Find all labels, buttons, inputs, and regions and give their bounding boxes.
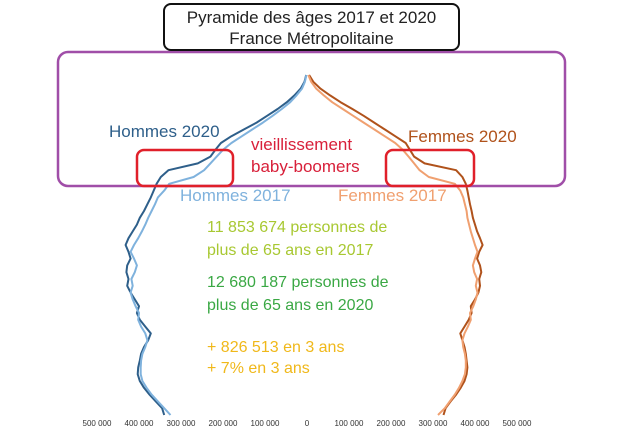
aging-label-line-2: baby-boomers bbox=[251, 157, 360, 176]
stat-2020-line-2: plus de 65 ans en 2020 bbox=[207, 297, 374, 314]
title-line-1: Pyramide des âges 2017 et 2020 bbox=[186, 8, 437, 27]
x-tick-label: 100 000 bbox=[335, 419, 364, 428]
delta-line-2: + 7% en 3 ans bbox=[207, 360, 310, 377]
babyboom-box-femmes bbox=[384, 148, 476, 188]
x-tick-label: 400 000 bbox=[461, 419, 490, 428]
stat-2017-line-1: 11 853 674 personnes de bbox=[207, 219, 388, 236]
x-tick-label: 300 000 bbox=[167, 419, 196, 428]
legend-hommes-2017: Hommes 2017 bbox=[180, 186, 291, 205]
legend-femmes-2017: Femmes 2017 bbox=[338, 186, 447, 205]
legend-hommes-2020: Hommes 2020 bbox=[109, 122, 220, 141]
x-tick-label: 200 000 bbox=[377, 419, 406, 428]
title-line-2: France Métropolitaine bbox=[229, 29, 394, 48]
babyboom-box-hommes bbox=[135, 148, 235, 188]
x-tick-label: 100 000 bbox=[251, 419, 280, 428]
series-line-hommes-2020 bbox=[124, 74, 308, 416]
series-line-femmes-2017 bbox=[307, 74, 479, 416]
aging-label-line-1: vieillissement bbox=[251, 135, 353, 154]
x-tick-label: 500 000 bbox=[503, 419, 532, 428]
x-tick-label: 300 000 bbox=[419, 419, 448, 428]
x-tick-label: 500 000 bbox=[83, 419, 112, 428]
title-box: Pyramide des âges 2017 et 2020 France Mé… bbox=[163, 3, 460, 51]
senior-highlight-box bbox=[56, 50, 567, 188]
x-tick-label: 0 bbox=[305, 419, 310, 428]
stat-2020-line-1: 12 680 187 personnes de bbox=[207, 274, 389, 291]
legend-femmes-2020: Femmes 2020 bbox=[408, 127, 517, 146]
delta-line-1: + 826 513 en 3 ans bbox=[207, 339, 345, 356]
x-tick-label: 400 000 bbox=[125, 419, 154, 428]
x-tick-label: 200 000 bbox=[209, 419, 238, 428]
stat-2017-line-2: plus de 65 ans en 2017 bbox=[207, 242, 374, 259]
series-line-hommes-2017 bbox=[129, 74, 308, 416]
